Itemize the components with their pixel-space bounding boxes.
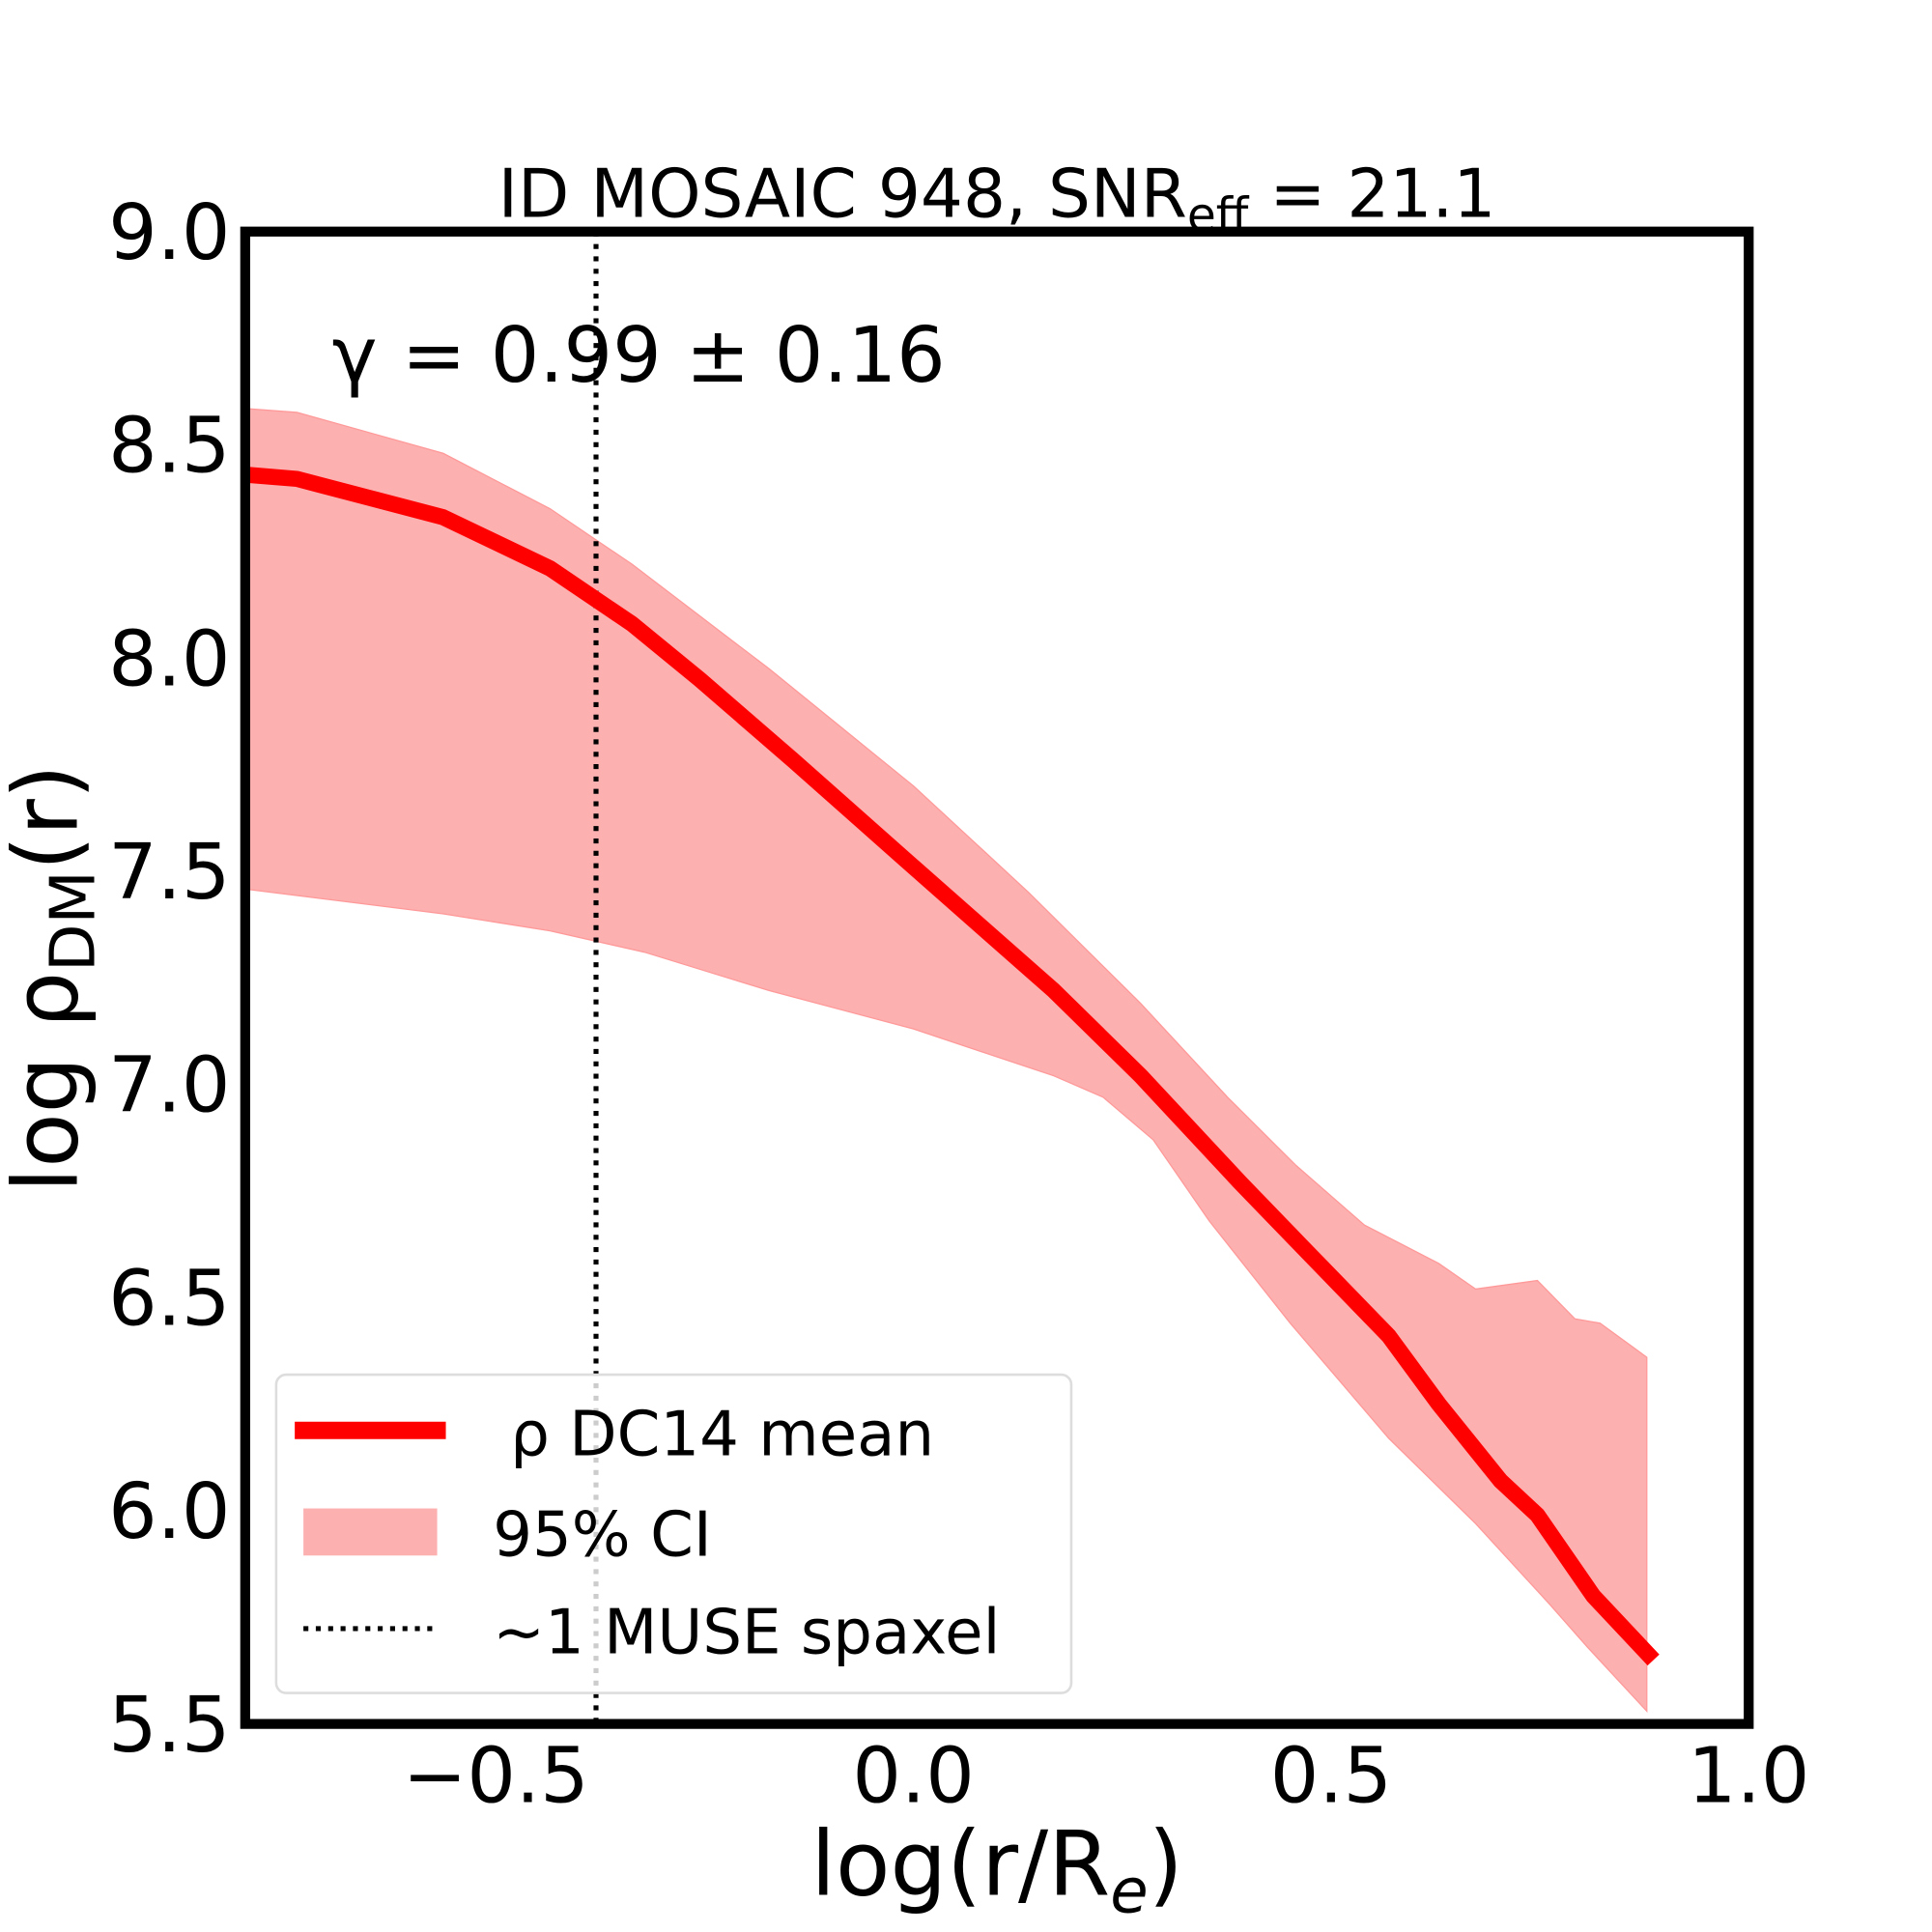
legend-spaxel-label: ~1 MUSE spaxel [493,1598,1000,1669]
x-tick-label: −0.5 [403,1730,589,1820]
y-tick-labels: 5.5 6.0 6.5 7.0 7.5 8.0 8.5 9.0 [108,187,230,1770]
y-tick-label: 7.0 [108,1040,230,1130]
y-tick-label: 9.0 [108,187,230,277]
x-axis-label: log(r/Re) [810,1812,1182,1928]
gamma-annotation: γ = 0.99 ± 0.16 [332,310,946,400]
y-tick-label: 7.5 [108,827,230,917]
legend-frame [274,1373,1073,1694]
y-tick-label: 8.0 [108,613,230,703]
y-tick-label: 8.5 [108,401,230,491]
y-tick-label: 6.5 [108,1253,230,1343]
mean-line [244,467,1660,1666]
x-tick-label: 0.0 [852,1730,974,1820]
y-tick-label: 6.0 [108,1466,230,1556]
plot-area [244,231,1660,1724]
x-tick-labels: −0.5 0.0 0.5 1.0 [403,1730,1810,1820]
x-tick-label: 0.5 [1270,1730,1392,1820]
legend-mean-label: ρ DC14 mean [510,1399,934,1470]
x-tick-label: 1.0 [1688,1730,1809,1820]
legend: ρ DC14 mean 95% CI ~1 MUSE spaxel [274,1373,1073,1694]
y-axis-label: log ρDM(r) [0,764,109,1192]
axes-frame [240,226,1754,1729]
y-tick-label: 5.5 [108,1680,230,1770]
legend-ci-label: 95% CI [493,1499,712,1571]
legend-ci-swatch [303,1508,438,1556]
chart-title: ID MOSAIC 948, SNReff = 21.1 [498,156,1496,242]
ci-band [244,408,1648,1714]
